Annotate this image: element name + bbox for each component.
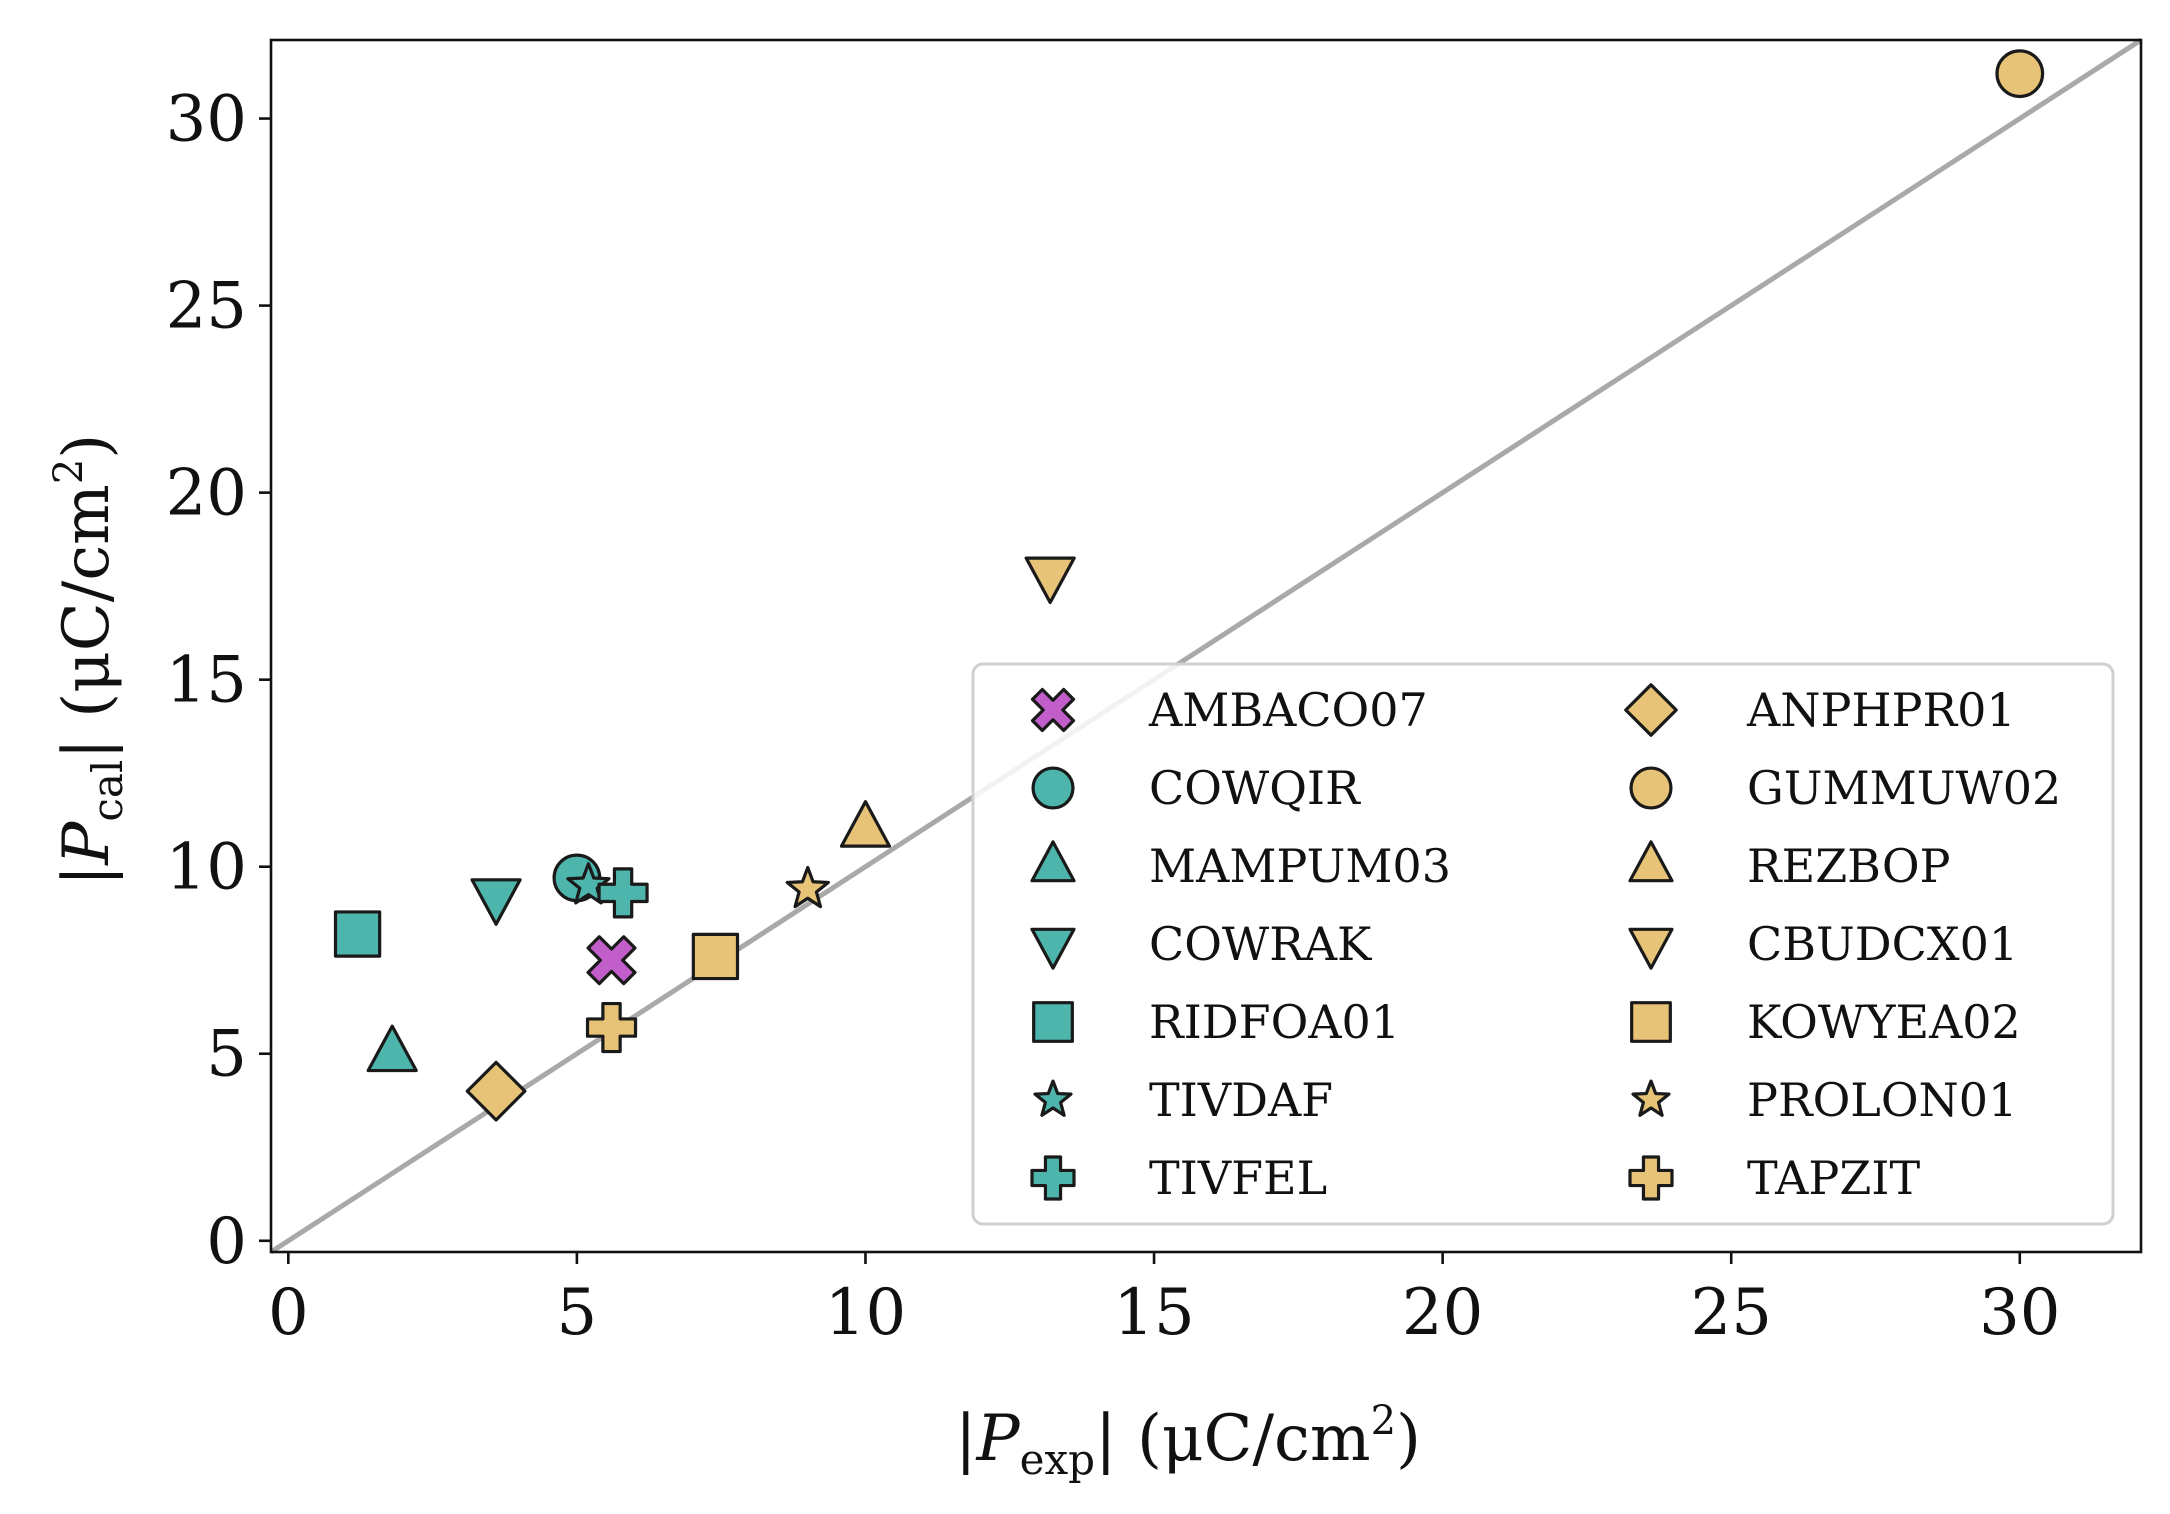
axis-ticks-layer: 0 5 10 15 20 25 30 0 5 10 15 20 25 30 (166, 83, 2061, 1350)
legend-marker-ridfoa01 (1032, 1001, 1074, 1043)
data-point-tivfel (597, 867, 649, 919)
y-tick-label: 20 (166, 457, 247, 531)
legend-label-gummuw02: GUMMUW02 (1747, 761, 2061, 815)
legend: AMBACO07 COWQIR MAMPUM03 COWRAK RIDFOA01 TIVD… (971, 662, 2115, 1226)
legend-label-rezbop: REZBOP (1747, 839, 1951, 893)
legend-marker-anphpr01 (1624, 683, 1678, 737)
legend-marker-gummuw02 (1629, 766, 1673, 810)
x-tick-label: 30 (1979, 1276, 2060, 1350)
plot-frame (269, 38, 2143, 1254)
x-tick-label: 5 (557, 1276, 598, 1350)
legend-label-ambaco07: AMBACO07 (1148, 683, 1428, 737)
y-tick-label: 15 (166, 644, 247, 718)
data-point-kowyea02 (691, 932, 740, 981)
y-axis-label: |Pcal| (μC/cm2) (46, 434, 132, 887)
identity-line (269, 37, 2143, 1255)
legend-marker-tapzit (1628, 1155, 1674, 1201)
legend-label-mampum03: MAMPUM03 (1149, 839, 1451, 893)
data-point-prolon01 (785, 865, 830, 909)
x-tick-label: 10 (825, 1276, 906, 1350)
reference-line-layer (269, 37, 2143, 1255)
legend-marker-cowrak (1030, 927, 1076, 970)
legend-label-kowyea02: KOWYEA02 (1747, 995, 2021, 1049)
data-point-rezbop (839, 800, 892, 848)
legend-box (971, 662, 2115, 1226)
legend-marker-rezbop (1628, 840, 1674, 883)
data-point-anphpr01 (465, 1060, 527, 1122)
y-tick-label: 0 (206, 1205, 247, 1279)
legend-marker-tivfel (1030, 1155, 1076, 1201)
data-point-cowrak (470, 878, 522, 926)
data-point-ridfoa01 (333, 910, 382, 958)
legend-label-tivfel: TIVFEL (1149, 1151, 1327, 1205)
data-point-gummuw02 (1995, 49, 2045, 99)
legend-label-tapzit: TAPZIT (1747, 1151, 1920, 1205)
legend-label-prolon01: PROLON01 (1747, 1073, 2017, 1127)
data-point-mampum03 (366, 1024, 418, 1073)
legend-marker-prolon01 (1631, 1079, 1671, 1117)
legend-marker-tivdaf (1033, 1079, 1073, 1117)
x-tick-label: 15 (1113, 1276, 1194, 1350)
legend-marker-kowyea02 (1630, 1001, 1672, 1043)
legend-marker-cowqir (1031, 766, 1075, 810)
legend-label-anphpr01: ANPHPR01 (1746, 683, 2016, 737)
legend-marker-mampum03 (1030, 840, 1076, 883)
legend-label-cowrak: COWRAK (1149, 917, 1373, 971)
y-tick-label: 5 (206, 1018, 247, 1092)
data-point-tapzit (585, 1001, 638, 1054)
x-tick-label: 25 (1690, 1276, 1771, 1350)
legend-label-cbudcx01: CBUDCX01 (1747, 917, 2018, 971)
y-tick-label: 25 (166, 270, 247, 344)
data-point-tivdaf (566, 862, 611, 905)
x-tick-label: 20 (1402, 1276, 1483, 1350)
data-points-layer (333, 49, 2045, 1122)
legend-marker-ambaco07 (1030, 687, 1076, 733)
legend-marker-cbudcx01 (1628, 927, 1674, 970)
legend-label-cowqir: COWQIR (1149, 761, 1361, 815)
data-point-cbudcx01 (1024, 556, 1076, 605)
x-axis-label: |Pexp| (μC/cm2) (955, 1398, 1421, 1484)
y-tick-label: 30 (166, 83, 247, 157)
data-point-ambaco07 (586, 935, 637, 986)
y-tick-label: 10 (166, 831, 247, 905)
x-tick-label: 0 (268, 1276, 309, 1350)
legend-label-tivdaf: TIVDAF (1149, 1073, 1333, 1127)
legend-label-ridfoa01: RIDFOA01 (1149, 995, 1400, 1049)
